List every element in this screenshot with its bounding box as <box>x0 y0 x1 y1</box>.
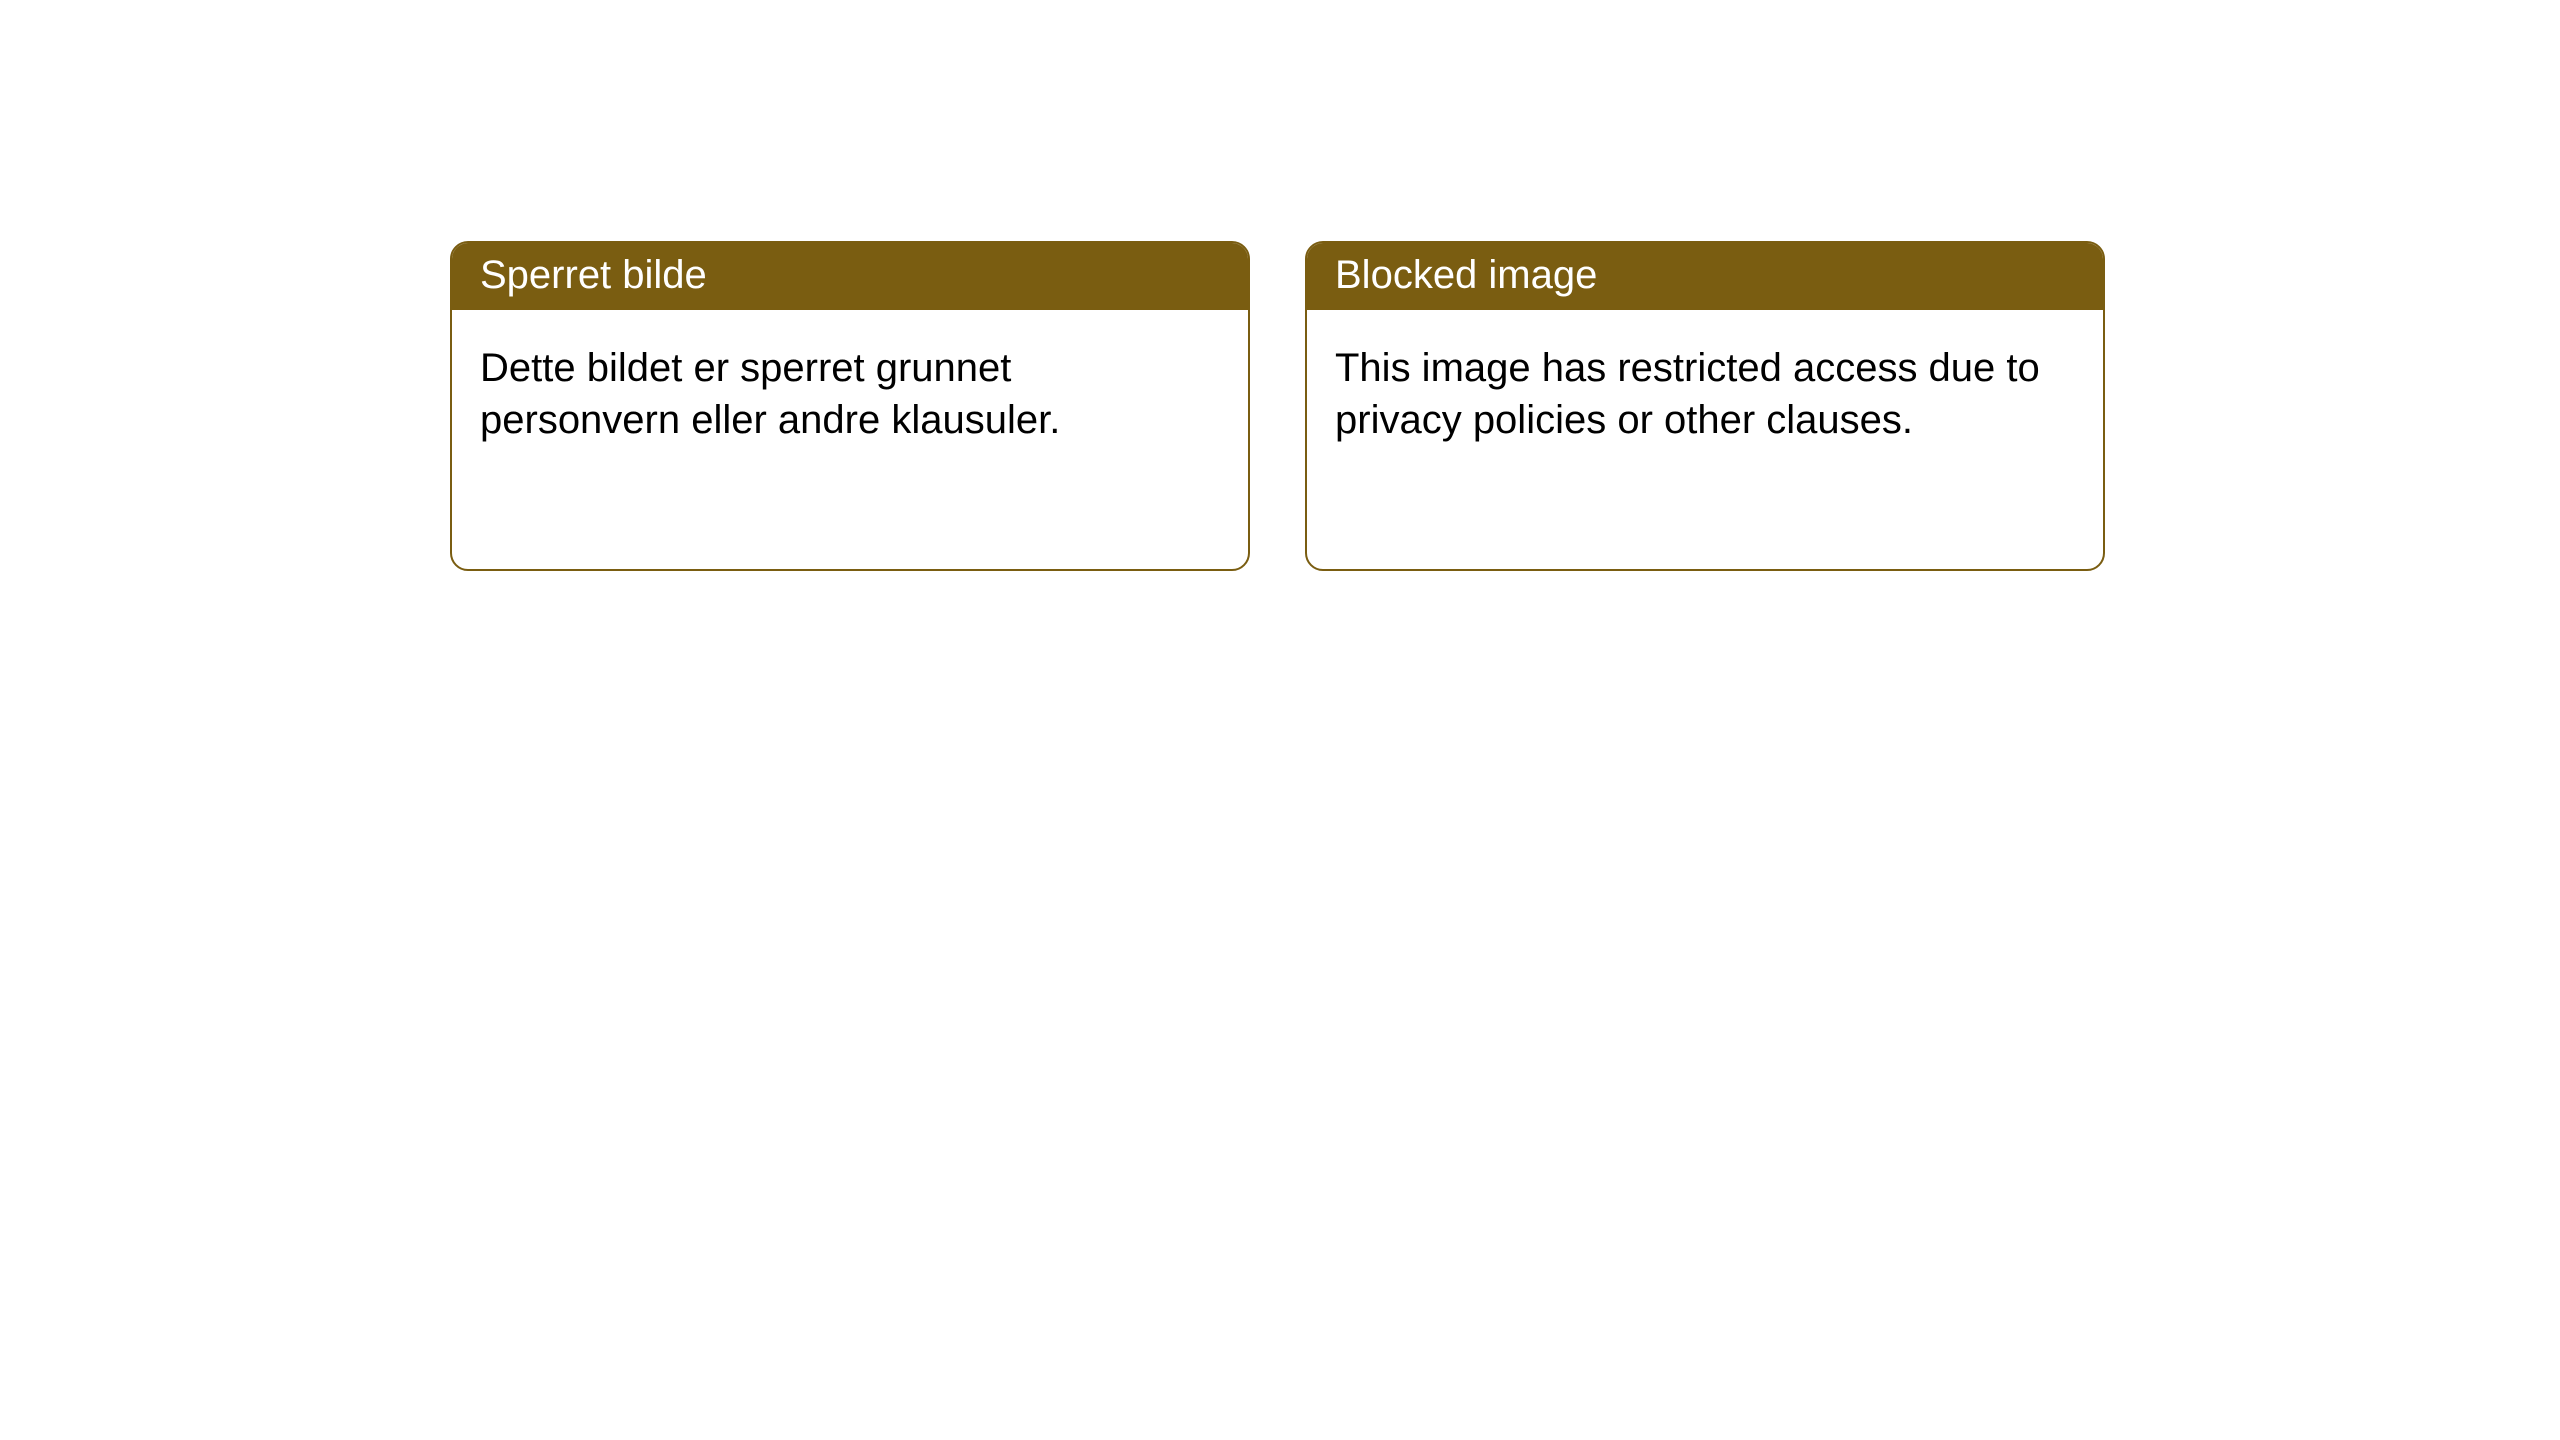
notice-body: Dette bildet er sperret grunnet personve… <box>452 310 1248 478</box>
notice-body-text: Dette bildet er sperret grunnet personve… <box>480 346 1060 442</box>
notice-card-norwegian: Sperret bilde Dette bildet er sperret gr… <box>450 241 1250 571</box>
notice-title: Blocked image <box>1335 253 1597 297</box>
notice-card-english: Blocked image This image has restricted … <box>1305 241 2105 571</box>
notice-body-text: This image has restricted access due to … <box>1335 346 2040 442</box>
notice-container: Sperret bilde Dette bildet er sperret gr… <box>450 241 2105 571</box>
notice-header: Sperret bilde <box>452 243 1248 310</box>
notice-header: Blocked image <box>1307 243 2103 310</box>
notice-body: This image has restricted access due to … <box>1307 310 2103 478</box>
notice-title: Sperret bilde <box>480 253 707 297</box>
